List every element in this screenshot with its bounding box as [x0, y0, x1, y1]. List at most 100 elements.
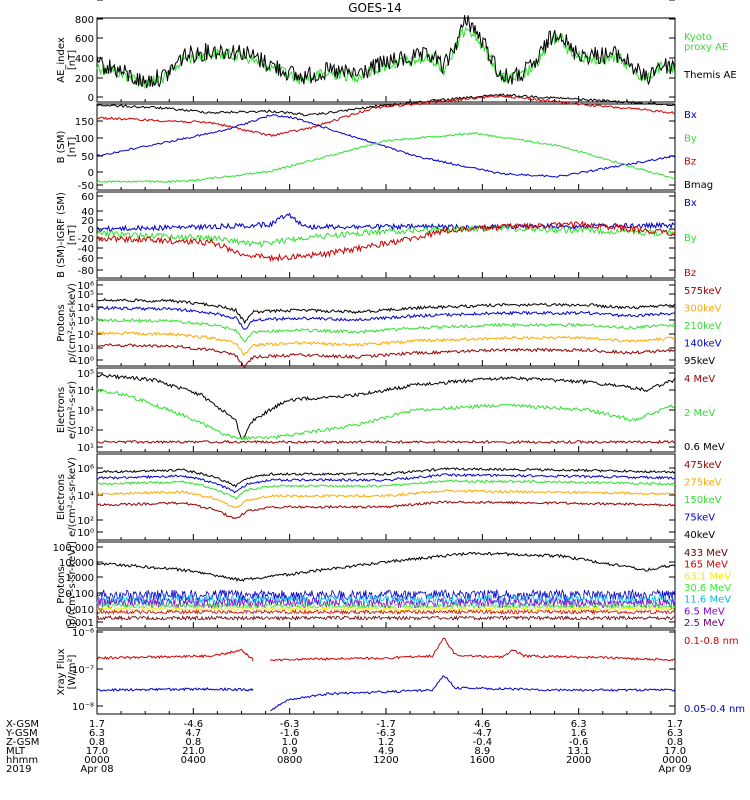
svg-text:Protons: Protons: [56, 566, 67, 603]
legend-entry: 575keV: [684, 286, 722, 297]
ephemeris-value: 2000: [566, 755, 591, 766]
y-tick-label: 10⁴: [77, 303, 94, 314]
ephemeris-value: -6.3: [376, 728, 396, 739]
ephemeris-value: 13.1: [568, 746, 590, 757]
y-tick-label: 60: [81, 192, 94, 203]
y-tick-label: 10⁻⁸: [72, 702, 94, 713]
y-tick-label: 0: [88, 93, 94, 104]
legend-entry: Bz: [684, 268, 696, 279]
line-dby: [96, 224, 676, 249]
legend-entry: 40keV: [684, 530, 715, 541]
line-11p6mev-noise: [96, 593, 676, 607]
legend-entry: 140keV: [684, 339, 722, 350]
legend-entry: 6.5 MeV: [684, 606, 725, 617]
ephemeris-value: 0.9: [282, 746, 298, 757]
line-background: [96, 551, 676, 582]
ephemeris-value: -1.7: [376, 719, 396, 730]
line-xray-short-b: [270, 674, 676, 712]
line-dbx: [97, 212, 676, 232]
legend-entry: 275keV: [684, 478, 722, 489]
y-tick-label: -100: [71, 0, 94, 3]
y-tick-label: 50: [81, 152, 94, 163]
ephemeris-value: 0.8: [667, 737, 683, 748]
legend-entry: Themis AE: [683, 70, 737, 81]
y-axis-label: Protons [p/(cm²-s-sr-keV)]: [56, 541, 78, 629]
legend-entry: Bz: [684, 157, 696, 168]
ephemeris-value: 0.8: [89, 737, 105, 748]
line-275kev: [96, 489, 676, 509]
y-tick-label: 10⁶: [77, 281, 94, 292]
y-axis-label: Electrons e/(cm²-s-sr-keV): [56, 457, 78, 537]
legend-entry: 210keV: [684, 321, 722, 332]
svg-text:Protons: Protons: [56, 304, 67, 341]
y-axis-label: Electrons e/(cm²-s-sr): [56, 381, 78, 439]
line-by: [96, 132, 676, 184]
y-tick-label: 10²: [77, 516, 94, 527]
legend-entry: Bx: [684, 198, 697, 209]
y-axis-label: B (SM) [nT]: [56, 130, 78, 163]
legend-entry: 0.1-0.8 nm: [684, 636, 739, 647]
legend-entry: 63.1 MeV: [684, 571, 731, 582]
svg-text:[p/(cm²-s-sr-keV)]: [p/(cm²-s-sr-keV)]: [67, 541, 78, 629]
ephemeris-value: 4.6: [474, 719, 490, 730]
y-tick-label: 10⁵: [77, 290, 94, 301]
y-tick-label: 0.001: [65, 618, 94, 629]
legend-entry: 165 MeV: [684, 560, 728, 571]
line-300kev: [96, 330, 676, 356]
ephemeris-value: 1.2: [378, 737, 394, 748]
ephemeris-value: 1.6: [571, 728, 587, 739]
line-165mev-noise: [96, 608, 676, 616]
line-30p6mev-noise: [96, 602, 676, 610]
y-tick-label: 150: [75, 117, 94, 128]
legend-entry: proxy AE: [684, 42, 728, 53]
y-tick-label: -80: [78, 266, 94, 277]
ephemeris-value: 1.7: [667, 719, 683, 730]
y-tick-label: 0: [88, 225, 94, 236]
line-themis-ae: [96, 15, 676, 89]
ephemeris-value: 6.3: [571, 719, 587, 730]
ephemeris-value: 21.0: [182, 746, 204, 757]
y-tick-label: 600: [75, 34, 94, 45]
line-95kev: [96, 297, 676, 325]
y-tick-label: 100: [75, 134, 94, 145]
chart-title: GOES-14: [348, 1, 402, 15]
y-tick-label: 10⁶: [77, 464, 94, 475]
y-tick-label: 20: [81, 216, 94, 227]
ephemeris-row-label: MLT: [6, 746, 26, 757]
line-2mev: [96, 388, 676, 442]
ephemeris-value: 6.3: [89, 728, 105, 739]
ephemeris-value: -4.7: [473, 728, 493, 739]
ephemeris-row-label: Z-GSM: [6, 737, 39, 748]
legend-entry: 0.6 MeV: [684, 442, 725, 453]
svg-text:Electrons: Electrons: [56, 387, 67, 433]
legend-entry: 0.05-0.4 nm: [684, 704, 745, 715]
ephemeris-value: 0.8: [185, 737, 201, 748]
ephemeris-value: 1200: [373, 755, 398, 766]
svg-text:B (SM): B (SM): [56, 130, 67, 163]
svg-text:[nT]: [nT]: [67, 225, 78, 245]
line-475kev: [96, 500, 676, 520]
y-tick-label: 10²: [77, 426, 94, 437]
ephemeris-value: 4.7: [185, 728, 201, 739]
svg-text:p/(cm²-s-sr-keV): p/(cm²-s-sr-keV): [67, 283, 78, 363]
svg-text:AE_index: AE_index: [56, 37, 67, 83]
legend-entry: 475keV: [684, 460, 722, 471]
line-40kev: [96, 467, 676, 488]
svg-text:e/(cm²-s-sr-keV): e/(cm²-s-sr-keV): [67, 457, 78, 537]
y-axis-label: B (SM)-IGRF (SM) [nT]: [56, 192, 78, 278]
legend-entry: 30.6 MeV: [684, 583, 731, 594]
legend-entry: 300keV: [684, 304, 722, 315]
line-4mev: [96, 439, 676, 445]
y-tick-label: 10.000: [59, 558, 94, 569]
y-tick-label: 0.100: [65, 589, 94, 600]
y-tick-label: 10⁵: [77, 369, 94, 380]
panel-frame-3: [96, 191, 676, 279]
y-tick-label: 400: [75, 54, 94, 65]
panel-frame-7: [96, 541, 676, 629]
line-xray-short-a: [96, 687, 254, 693]
y-tick-label: -60: [78, 254, 94, 265]
line-210kev: [96, 317, 676, 343]
line-63p1mev-noise: [96, 605, 676, 613]
line-433mev-noise: [96, 614, 676, 622]
svg-text:[W/m²]: [W/m²]: [67, 654, 78, 689]
